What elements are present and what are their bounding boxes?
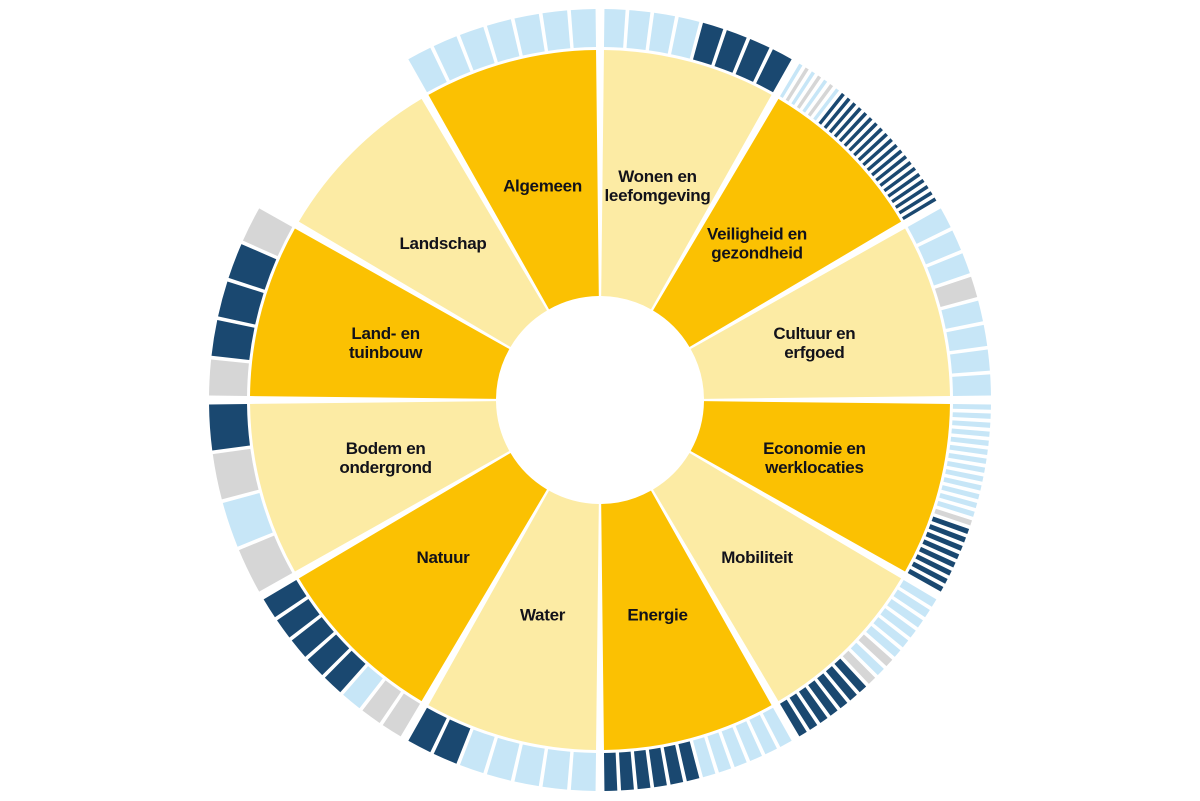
svg-text:tuinbouw: tuinbouw — [349, 343, 423, 362]
svg-text:leefomgeving: leefomgeving — [605, 186, 711, 205]
svg-text:gezondheid: gezondheid — [711, 244, 802, 263]
svg-text:Algemeen: Algemeen — [503, 177, 582, 196]
svg-text:Land- en: Land- en — [351, 324, 419, 343]
svg-text:Water: Water — [520, 605, 566, 624]
svg-text:ondergrond: ondergrond — [339, 458, 431, 477]
svg-text:Cultuur en: Cultuur en — [773, 324, 855, 343]
svg-text:Mobiliteit: Mobiliteit — [721, 548, 793, 567]
svg-text:erfgoed: erfgoed — [784, 343, 844, 362]
svg-text:Economie en: Economie en — [763, 439, 866, 458]
svg-text:Landschap: Landschap — [399, 234, 486, 253]
svg-text:Wonen en: Wonen en — [618, 167, 697, 186]
svg-text:Bodem en: Bodem en — [346, 439, 426, 458]
svg-text:werklocaties: werklocaties — [764, 458, 863, 477]
svg-text:Energie: Energie — [627, 605, 687, 624]
svg-text:Veiligheid en: Veiligheid en — [707, 225, 807, 244]
svg-text:Natuur: Natuur — [417, 548, 471, 567]
